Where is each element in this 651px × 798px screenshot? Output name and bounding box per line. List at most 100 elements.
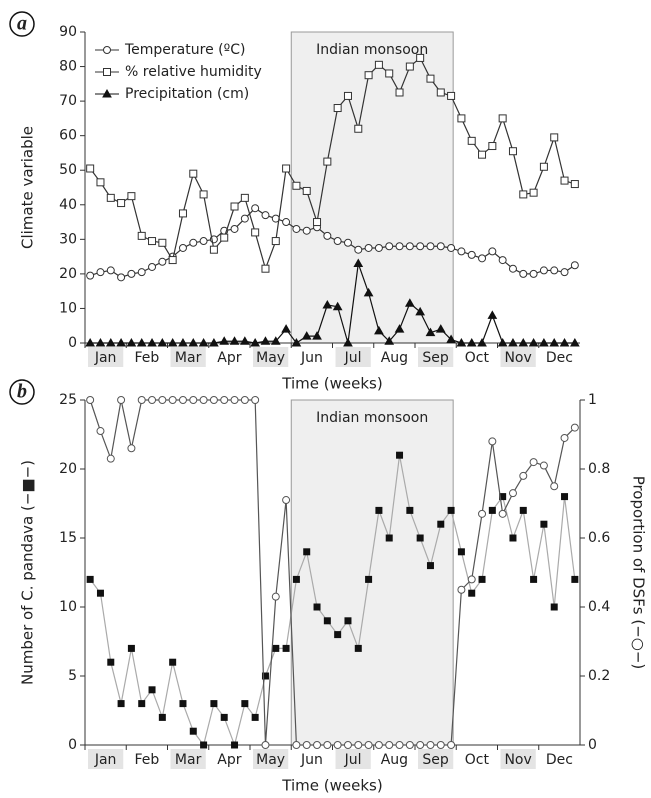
month-label: Mar: [175, 752, 202, 768]
data-point: [569, 337, 580, 347]
data-point: [519, 269, 528, 278]
data-point: [169, 658, 177, 666]
data-point: [270, 336, 281, 345]
data-point: [406, 506, 414, 514]
data-point: [478, 254, 487, 263]
data-point: [363, 287, 374, 297]
y-tick-label: 50: [59, 162, 77, 178]
data-point: [333, 104, 342, 113]
panel-badge: [9, 11, 35, 37]
data-point: [354, 644, 362, 652]
data-point: [498, 509, 507, 518]
month-label: Dec: [546, 752, 573, 768]
data-point: [189, 238, 198, 247]
data-point: [272, 644, 280, 652]
data-point: [436, 88, 445, 97]
data-point: [343, 337, 353, 347]
month-label: Aug: [381, 752, 408, 768]
data-point: [539, 337, 549, 347]
data-point: [415, 306, 426, 316]
data-point: [168, 396, 177, 404]
panel-label: a: [17, 13, 27, 35]
data-point: [395, 741, 404, 749]
data-point: [189, 169, 198, 178]
data-point: [136, 337, 147, 347]
legend-marker: [103, 46, 111, 54]
data-point: [519, 190, 528, 199]
data-point: [126, 337, 137, 347]
data-point: [354, 245, 363, 254]
data-point: [282, 218, 291, 227]
data-point: [127, 192, 136, 201]
data-point: [323, 617, 331, 625]
data-point: [148, 237, 157, 246]
data-point: [261, 741, 270, 749]
data-point: [261, 672, 269, 680]
data-point: [478, 509, 487, 518]
month-label: Jul: [344, 752, 362, 768]
data-point: [364, 71, 373, 80]
data-point: [106, 266, 115, 275]
data-point: [530, 575, 538, 583]
data-point: [550, 133, 559, 142]
data-point: [354, 741, 363, 749]
data-point: [437, 520, 445, 528]
data-point: [178, 243, 187, 252]
month-shade: [335, 749, 371, 769]
data-point: [240, 214, 249, 223]
data-point: [478, 150, 487, 159]
data-point: [343, 91, 352, 100]
data-point: [404, 298, 415, 307]
data-point: [456, 337, 467, 347]
data-point: [158, 396, 167, 404]
data-point: [447, 741, 456, 749]
data-point: [344, 617, 352, 625]
data-point: [282, 164, 291, 173]
data-point: [96, 178, 105, 187]
data-point: [251, 396, 260, 404]
y-tick-label: 10: [59, 599, 77, 615]
monsoon-band: [290, 31, 454, 344]
panel-label: b: [17, 381, 27, 403]
y-axis-title: Climate variable: [19, 126, 37, 249]
data-point: [467, 136, 476, 145]
data-point: [323, 741, 332, 749]
data-point: [292, 224, 301, 233]
data-point: [539, 266, 548, 275]
data-point: [231, 741, 239, 749]
data-point: [158, 238, 167, 247]
y-tick-label: 80: [59, 59, 77, 75]
data-point: [168, 256, 177, 265]
legend-label: % relative humidity: [125, 64, 262, 80]
data-point: [189, 727, 197, 735]
legend-marker: [102, 88, 112, 98]
data-point: [395, 242, 404, 251]
data-point: [127, 269, 136, 278]
data-point: [333, 237, 342, 246]
data-point: [375, 506, 383, 514]
data-point: [529, 188, 538, 197]
month-label: Jan: [94, 350, 117, 366]
data-point: [198, 337, 209, 347]
data-point: [322, 299, 333, 309]
month-label: Sep: [422, 752, 449, 768]
data-point: [560, 176, 569, 185]
data-point: [498, 256, 507, 265]
data-point: [250, 337, 261, 347]
data-point: [508, 337, 518, 347]
data-point: [106, 454, 115, 463]
data-point: [374, 325, 384, 335]
data-point: [447, 91, 456, 100]
month-shade: [500, 347, 536, 367]
y-tick-label: 30: [59, 231, 77, 247]
data-point: [137, 268, 146, 277]
data-point: [457, 585, 466, 594]
data-point: [466, 337, 477, 347]
data-point: [178, 209, 187, 218]
data-point: [209, 245, 218, 254]
data-point: [364, 243, 373, 252]
data-point: [86, 164, 95, 173]
month-shade: [418, 347, 454, 367]
data-point: [107, 658, 115, 666]
data-point: [86, 396, 95, 404]
